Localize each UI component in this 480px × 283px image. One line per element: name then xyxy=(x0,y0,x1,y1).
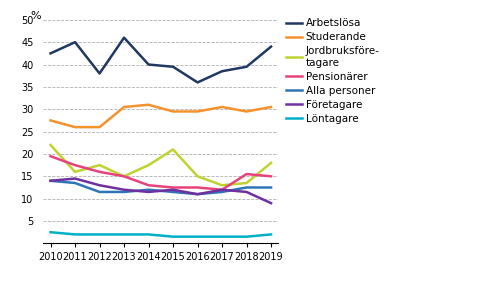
Legend: Arbetslösa, Studerande, Jordbruksföre-
tagare, Pensionärer, Alla personer, Föret: Arbetslösa, Studerande, Jordbruksföre- t… xyxy=(286,18,380,124)
Text: %: % xyxy=(30,11,41,21)
